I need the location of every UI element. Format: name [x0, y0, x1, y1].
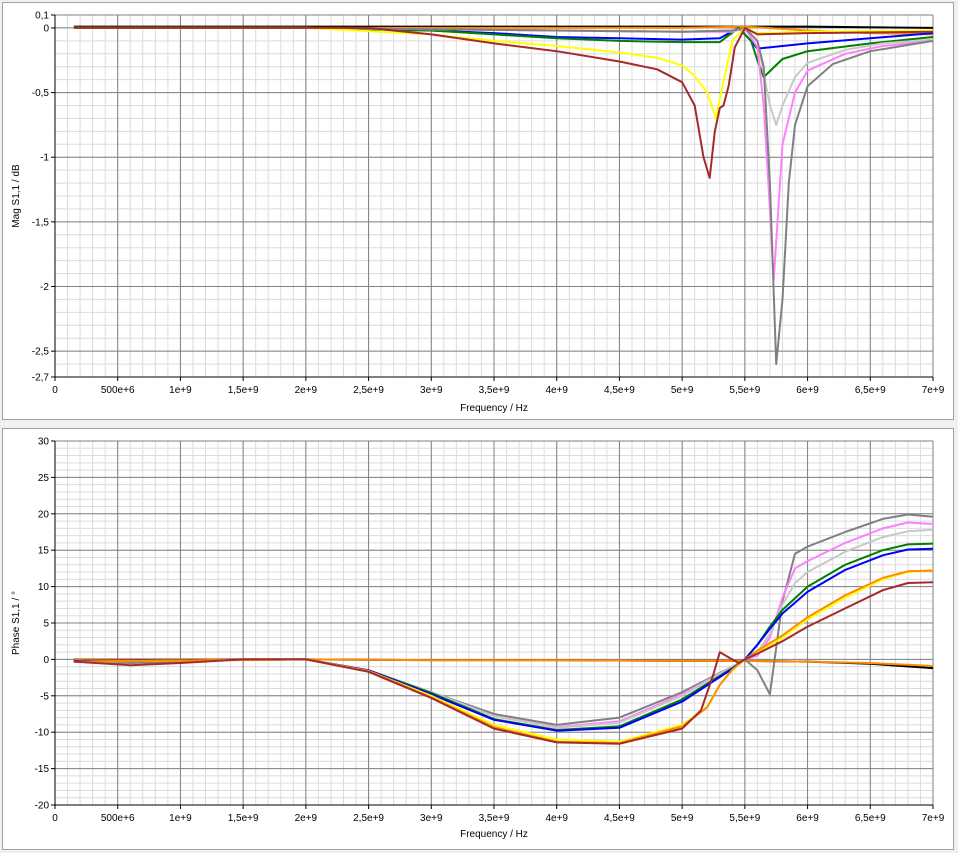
phase-x-tick-label: 4,5e+9 [604, 813, 635, 824]
mag-y-tick-label: 0 [43, 23, 49, 34]
phase-x-tick-label: 3e+9 [420, 813, 443, 824]
mag-x-tick-label: 2e+9 [295, 385, 318, 396]
phase-x-tick-label: 1,5e+9 [228, 813, 259, 824]
phase-series-line-9 [73, 581, 934, 745]
mag-y-tick-label: -1,5 [32, 217, 50, 228]
mag-x-tick-label: 5e+9 [671, 385, 694, 396]
mag-y-tick-label: -0,5 [32, 88, 50, 99]
phase-chart: 0 500e+6 1e+9 1,5e+9 2e+9 2,5e+9 3e+9 3,5e+9 4e+… [11, 437, 945, 841]
mag-series-line-8 [73, 26, 934, 179]
mag-x-tick-label: 4e+9 [545, 385, 568, 396]
mag-y-axis-label: Mag S1,1 / dB [11, 164, 22, 228]
phase-y-tick-label: 30 [38, 437, 50, 448]
mag-x-tick-label: 0 [52, 385, 58, 396]
mag-x-tick-label: 2,5e+9 [353, 385, 384, 396]
mag-y-tick-label: 0,1 [35, 11, 49, 22]
phase-x-tick-label: 5,5e+9 [729, 813, 760, 824]
phase-y-axis-label: Phase S1,1 / ° [11, 591, 22, 655]
phase-y-tick-label: -10 [35, 728, 50, 739]
mag-series-line-3 [73, 26, 934, 79]
mag-x-tick-label: 1e+9 [169, 385, 192, 396]
phase-x-tick-label: 7e+9 [922, 813, 945, 824]
mag-y-tick-label: -2,7 [32, 373, 50, 384]
phase-x-tick-label: 500e+6 [101, 813, 135, 824]
phase-y-tick-label: 0 [43, 655, 49, 666]
phase-chart-panel: 0 500e+6 1e+9 1,5e+9 2e+9 2,5e+9 3e+9 3,5e+9 4e+… [2, 428, 954, 850]
phase-x-tick-label: 4e+9 [545, 813, 568, 824]
phase-y-tick-label: -20 [35, 801, 50, 812]
mag-x-tick-label: 6e+9 [796, 385, 819, 396]
mag-y-tick-label: -2,5 [32, 347, 50, 358]
phase-x-tick-label: 5e+9 [671, 813, 694, 824]
mag-y-tick-label: -2 [40, 282, 49, 293]
phase-y-tick-label: -15 [35, 764, 50, 775]
magnitude-chart: 0 500e+6 1e+9 1,5e+9 2e+9 2,5e+9 3e+9 3,5e+9 4e+… [11, 11, 945, 415]
mag-x-tick-label: 1,5e+9 [228, 385, 259, 396]
phase-x-tick-label: 6e+9 [796, 813, 819, 824]
mag-series-line-6 [73, 26, 934, 366]
phase-x-tick-label: 0 [52, 813, 58, 824]
phase-x-tick-label: 6,5e+9 [855, 813, 886, 824]
phase-y-tick-label: 25 [38, 473, 50, 484]
mag-x-tick-label: 7e+9 [922, 385, 945, 396]
mag-y-tick-label: -1 [40, 153, 49, 164]
mag-x-axis-label: Frequency / Hz [460, 403, 528, 414]
mag-x-tick-label: 5,5e+9 [729, 385, 760, 396]
mag-x-tick-label: 6,5e+9 [855, 385, 886, 396]
phase-y-tick-label: 15 [38, 546, 50, 557]
phase-x-axis-label: Frequency / Hz [460, 829, 528, 840]
mag-series-line-0 [73, 25, 934, 29]
mag-x-tick-label: 4,5e+9 [604, 385, 635, 396]
phase-x-tick-label: 1e+9 [169, 813, 192, 824]
phase-y-tick-label: 20 [38, 509, 50, 520]
phase-y-tick-label: 5 [43, 619, 49, 630]
phase-y-tick-label: 10 [38, 582, 50, 593]
phase-x-tick-label: 3,5e+9 [479, 813, 510, 824]
mag-x-tick-label: 500e+6 [101, 385, 135, 396]
phase-x-tick-label: 2e+9 [295, 813, 318, 824]
magnitude-chart-panel: 0 500e+6 1e+9 1,5e+9 2e+9 2,5e+9 3e+9 3,5e+9 4e+… [2, 2, 954, 420]
mag-x-tick-label: 3,5e+9 [479, 385, 510, 396]
phase-y-tick-label: -5 [40, 691, 49, 702]
mag-x-tick-label: 3e+9 [420, 385, 443, 396]
phase-x-tick-label: 2,5e+9 [353, 813, 384, 824]
